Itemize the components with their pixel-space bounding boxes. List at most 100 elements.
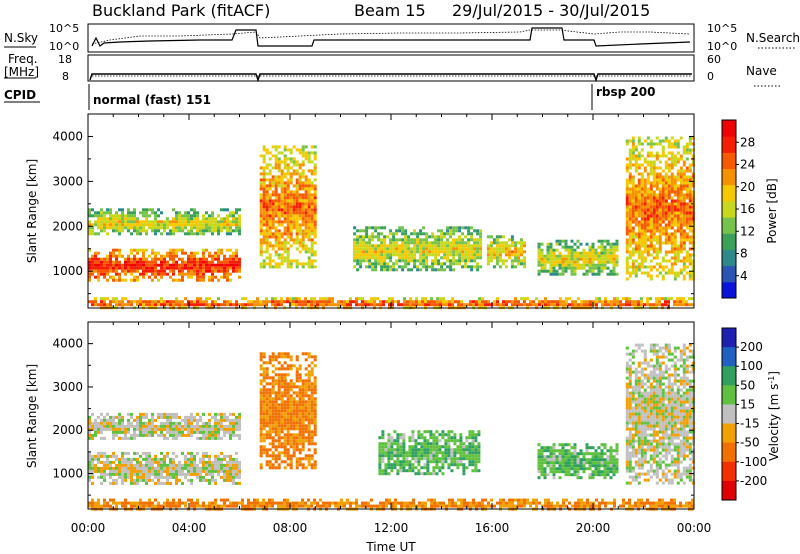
- data-cell: [262, 214, 266, 218]
- data-cell: [100, 211, 103, 215]
- data-cell: [640, 244, 644, 248]
- data-cell: [664, 297, 667, 301]
- data-cell: [268, 409, 272, 413]
- data-cell: [634, 244, 638, 248]
- data-cell: [133, 278, 136, 282]
- data-cell: [365, 241, 369, 245]
- data-cell: [115, 481, 118, 485]
- data-cell: [196, 472, 199, 476]
- data-cell: [374, 226, 378, 230]
- data-cell: [679, 211, 683, 215]
- data-cell: [238, 460, 241, 464]
- data-cell: [612, 254, 616, 258]
- data-cell: [649, 247, 653, 251]
- data-cell: [658, 244, 662, 248]
- data-cell: [274, 196, 278, 200]
- data-cell: [193, 211, 196, 215]
- data-cell: [268, 498, 271, 502]
- data-cell: [597, 257, 601, 261]
- data-cell: [175, 254, 178, 258]
- data-cell: [187, 430, 190, 434]
- data-cell: [649, 211, 653, 215]
- data-cell: [274, 160, 278, 164]
- data-cell: [151, 412, 154, 416]
- data-cell: [112, 481, 115, 485]
- data-cell: [304, 157, 308, 161]
- data-cell: [427, 498, 430, 502]
- data-cell: [498, 253, 502, 257]
- data-cell: [109, 275, 112, 279]
- data-cell: [259, 193, 263, 197]
- data-cell: [94, 254, 97, 258]
- data-cell: [271, 202, 275, 206]
- data-cell: [589, 303, 592, 307]
- data-cell: [476, 244, 480, 248]
- data-cell: [646, 211, 650, 215]
- data-cell: [558, 263, 562, 267]
- data-cell: [232, 229, 235, 233]
- data-cell: [499, 303, 502, 307]
- data-cell: [103, 214, 106, 218]
- data-cell: [118, 248, 121, 252]
- data-cell: [286, 190, 290, 194]
- data-cell: [667, 196, 671, 200]
- data-cell: [652, 181, 656, 185]
- data-cell: [383, 265, 387, 269]
- data-cell: [157, 424, 160, 428]
- data-cell: [307, 256, 311, 260]
- data-cell: [277, 196, 281, 200]
- data-cell: [235, 251, 238, 255]
- data-cell: [631, 187, 635, 191]
- data-cell: [401, 232, 405, 236]
- data-cell: [136, 300, 139, 304]
- data-cell: [109, 260, 112, 264]
- data-cell: [292, 259, 296, 263]
- data-cell: [664, 154, 668, 158]
- data-cell: [166, 466, 169, 470]
- data-cell: [166, 469, 169, 473]
- data-cell: [166, 481, 169, 485]
- data-cell: [193, 266, 196, 270]
- data-cell: [295, 262, 299, 266]
- data-cell: [679, 205, 683, 209]
- data-cell: [582, 257, 586, 261]
- data-cell: [193, 504, 196, 508]
- data-cell: [193, 300, 196, 304]
- data-cell: [145, 501, 148, 505]
- data-cell: [229, 466, 232, 470]
- data-cell: [676, 184, 680, 188]
- data-cell: [637, 199, 641, 203]
- data-cell: [289, 297, 292, 301]
- data-cell: [449, 265, 453, 269]
- data-cell: [637, 211, 641, 215]
- data-cell: [558, 251, 562, 255]
- data-cell: [160, 475, 163, 479]
- data-cell: [643, 232, 647, 236]
- data-cell: [316, 501, 319, 505]
- data-cell: [640, 300, 643, 304]
- data-cell: [562, 300, 565, 304]
- data-cell: [355, 297, 358, 301]
- data-cell: [214, 436, 217, 440]
- data-cell: [582, 251, 586, 255]
- data-cell: [301, 262, 305, 266]
- data-cell: [235, 260, 238, 264]
- data-cell: [301, 169, 305, 173]
- data-cell: [103, 472, 106, 476]
- data-cell: [356, 244, 360, 248]
- data-cell: [682, 193, 686, 197]
- data-cell: [169, 475, 172, 479]
- data-cell: [664, 223, 668, 227]
- data-cell: [310, 300, 313, 304]
- data-cell: [655, 196, 659, 200]
- data-cell: [511, 501, 514, 505]
- data-cell: [130, 412, 133, 416]
- data-cell: [115, 260, 118, 264]
- data-cell: [256, 501, 259, 505]
- data-cell: [265, 361, 269, 365]
- data-cell: [353, 250, 357, 254]
- data-cell: [142, 275, 145, 279]
- data-cell: [295, 193, 299, 197]
- data-cell: [670, 163, 674, 167]
- data-cell: [280, 262, 284, 266]
